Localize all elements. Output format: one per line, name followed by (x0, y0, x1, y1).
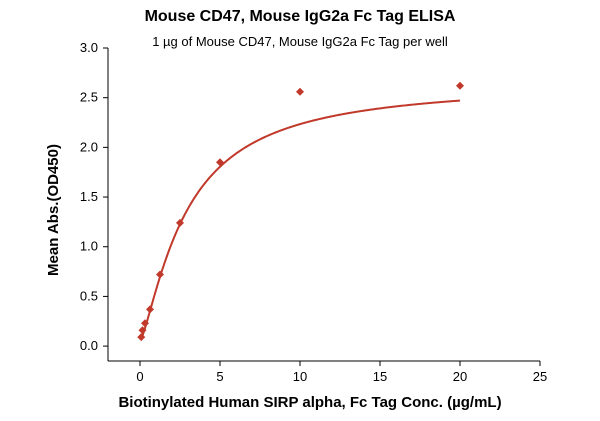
x-ticks: 0 5 10 15 20 25 (136, 361, 547, 384)
x-tick-label: 5 (216, 369, 223, 384)
y-ticks: 0.0 0.5 1.0 1.5 2.0 2.5 3.0 (80, 40, 108, 353)
fit-curve (140, 99, 461, 340)
data-point (156, 270, 164, 279)
x-tick-label: 0 (136, 369, 143, 384)
y-tick-label: 1.5 (80, 189, 98, 204)
y-tick-label: 2.5 (80, 90, 98, 105)
y-tick-label: 3.0 (80, 40, 98, 55)
x-tick-label: 25 (533, 369, 547, 384)
chart-subtitle: 1 µg of Mouse CD47, Mouse IgG2a Fc Tag p… (152, 34, 448, 49)
x-axis-title: Biotinylated Human SIRP alpha, Fc Tag Co… (118, 394, 501, 411)
data-point (176, 218, 184, 227)
x-tick-label: 15 (373, 369, 387, 384)
axes (107, 48, 540, 362)
data-point (456, 81, 464, 90)
data-point (296, 87, 304, 96)
y-tick-label: 2.0 (80, 139, 98, 154)
y-tick-label: 1.0 (80, 239, 98, 254)
data-point (146, 305, 154, 314)
x-tick-label: 10 (293, 369, 307, 384)
data-points (137, 81, 464, 342)
data-point (216, 158, 224, 167)
x-tick-label: 20 (453, 369, 467, 384)
y-tick-label: 0.5 (80, 288, 98, 303)
y-axis-title: Mean Abs.(OD450) (45, 144, 62, 276)
chart-title: Mouse CD47, Mouse IgG2a Fc Tag ELISA (144, 8, 456, 25)
data-point (141, 319, 150, 328)
data-point (138, 326, 147, 335)
data-point (137, 333, 146, 342)
y-tick-label: 0.0 (80, 338, 98, 353)
